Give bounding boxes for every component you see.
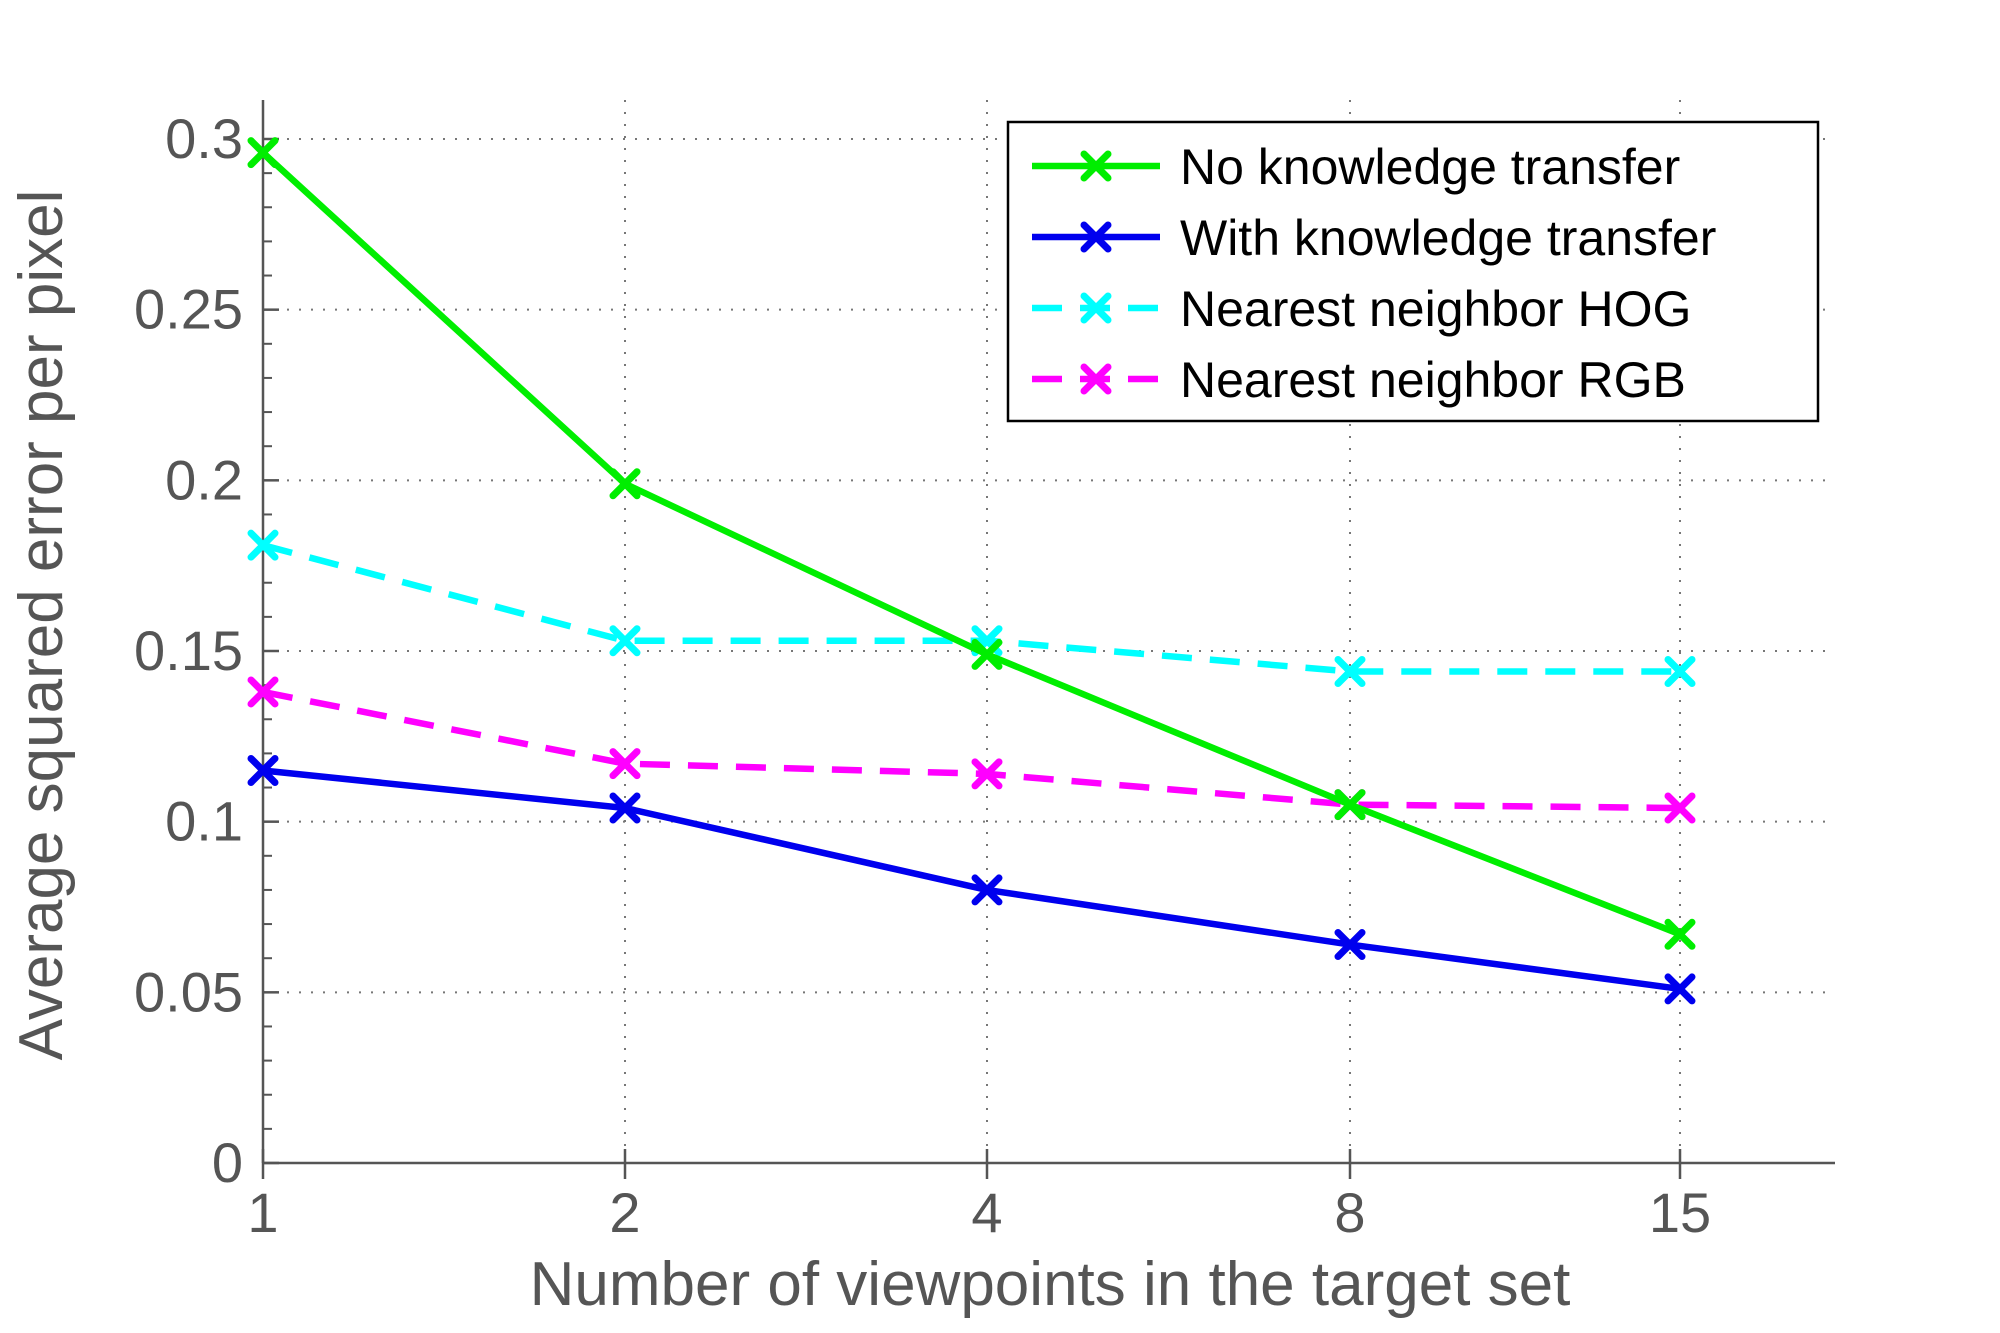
data-point-marker bbox=[1334, 929, 1366, 961]
axes: 0 0.05 0.1 0.15 0.2 0.25 0.3 1 2 4 8 15 bbox=[134, 100, 1835, 1244]
series-3 bbox=[247, 676, 1696, 824]
legend: No knowledge transfer With knowledge tran… bbox=[1006, 120, 1820, 423]
data-point-marker bbox=[247, 137, 279, 169]
series-1 bbox=[247, 754, 1696, 1005]
y-tick-label: 0.25 bbox=[134, 278, 243, 341]
legend-marker bbox=[1080, 221, 1112, 253]
data-point-marker bbox=[971, 638, 1003, 670]
legend-entry: No knowledge transfer bbox=[1032, 139, 1680, 195]
data-point-marker bbox=[1664, 792, 1696, 824]
legend-marker bbox=[1080, 150, 1112, 182]
y-tick-label: 0.1 bbox=[165, 790, 243, 853]
legend-box bbox=[1006, 120, 1820, 423]
x-axis-label: Number of viewpoints in the target set bbox=[530, 1250, 1571, 1319]
legend-entry: Nearest neighbor RGB bbox=[1032, 352, 1686, 408]
x-tick-label: 4 bbox=[971, 1181, 1002, 1244]
data-point-marker bbox=[1664, 655, 1696, 687]
data-point-marker bbox=[1334, 789, 1366, 821]
x-tick-label: 8 bbox=[1334, 1181, 1365, 1244]
data-point-marker bbox=[609, 792, 641, 824]
data-point-marker bbox=[1664, 973, 1696, 1005]
y-tick-label: 0.05 bbox=[134, 960, 243, 1023]
data-point-marker bbox=[247, 529, 279, 561]
legend-label: Nearest neighbor HOG bbox=[1180, 281, 1691, 337]
series bbox=[247, 137, 1696, 1005]
y-tick-label: 0 bbox=[212, 1131, 243, 1194]
x-tick-label: 1 bbox=[247, 1181, 278, 1244]
legend-entry: With knowledge transfer bbox=[1032, 210, 1716, 266]
legend-label: No knowledge transfer bbox=[1180, 139, 1680, 195]
data-point-marker bbox=[971, 874, 1003, 906]
series-line bbox=[262, 542, 1680, 675]
legend-label: With knowledge transfer bbox=[1180, 210, 1716, 266]
x-tick-label: 15 bbox=[1649, 1181, 1711, 1244]
data-point-marker bbox=[609, 748, 641, 780]
data-point-marker bbox=[971, 758, 1003, 790]
series-2 bbox=[247, 529, 1696, 687]
data-point-marker bbox=[247, 754, 279, 786]
legend-marker bbox=[1080, 363, 1112, 395]
data-point-marker bbox=[247, 676, 279, 708]
y-axis-label: Average squared error per pixel bbox=[7, 190, 76, 1061]
legend-entry: Nearest neighbor HOG bbox=[1032, 281, 1691, 337]
x-tick-label: 2 bbox=[609, 1181, 640, 1244]
legend-label: Nearest neighbor RGB bbox=[1180, 352, 1686, 408]
y-tick-label: 0.3 bbox=[165, 107, 243, 170]
y-tick-label: 0.15 bbox=[134, 619, 243, 682]
y-tick-label: 0.2 bbox=[165, 448, 243, 511]
data-point-marker bbox=[1664, 918, 1696, 950]
series-0 bbox=[247, 137, 1696, 950]
data-point-marker bbox=[609, 625, 641, 657]
legend-marker bbox=[1080, 292, 1112, 324]
data-point-marker bbox=[1334, 655, 1366, 687]
data-point-marker bbox=[609, 468, 641, 500]
